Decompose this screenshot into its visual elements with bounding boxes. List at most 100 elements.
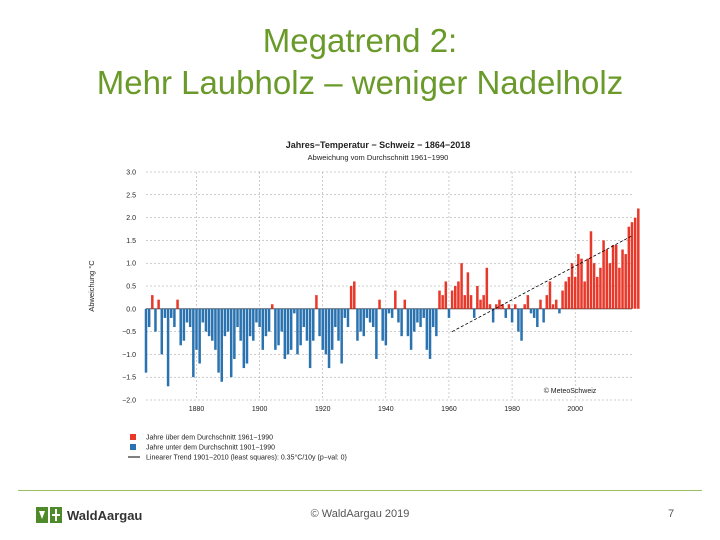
y-tick-label: −1.0: [122, 352, 136, 359]
x-tick-label: 1900: [252, 406, 268, 413]
y-tick-label: −1.5: [122, 375, 136, 382]
x-tick-label: 1980: [504, 406, 520, 413]
bar-1957: [438, 290, 441, 309]
bar-1864: [144, 308, 148, 373]
bar-1927: [343, 308, 347, 318]
bar-2001: [577, 254, 580, 309]
bar-1878: [188, 308, 192, 328]
bar-1998: [567, 276, 571, 309]
x-tick-label: 1960: [441, 406, 457, 413]
bar-1989: [539, 299, 542, 309]
bar-1984: [523, 304, 526, 309]
bar-1872: [169, 308, 173, 318]
bar-2020: [637, 208, 640, 309]
bar-2000: [573, 276, 577, 309]
logo-icon: [36, 507, 62, 523]
y-tick-label: −2.0: [122, 398, 136, 405]
bar-1985: [526, 295, 530, 309]
bar-1915: [305, 308, 309, 341]
slide-title: Megatrend 2: Mehr Laubholz – weniger Nad…: [0, 20, 720, 104]
bar-1990: [542, 308, 545, 323]
bar-1931: [356, 308, 359, 341]
bar-2010: [605, 249, 609, 309]
bar-2008: [599, 267, 602, 309]
bar-1988: [536, 308, 539, 328]
bar-1942: [390, 308, 394, 318]
bar-1965: [463, 295, 466, 309]
bar-1997: [564, 281, 567, 309]
bar-1901: [261, 308, 265, 350]
bar-1907: [280, 308, 283, 332]
bar-1987: [532, 308, 536, 318]
bar-1892: [233, 308, 236, 359]
bar-1897: [248, 308, 252, 337]
bar-2004: [586, 258, 590, 309]
bar-1885: [211, 308, 214, 341]
bar-1943: [394, 290, 397, 309]
bar-1949: [412, 308, 416, 332]
bar-2018: [630, 222, 634, 309]
bar-1865: [147, 308, 151, 328]
legend-swatch-below: [130, 444, 136, 450]
bar-2012: [611, 244, 615, 309]
bar-1888: [220, 308, 223, 382]
y-tick-label: 1.5: [126, 238, 136, 245]
bar-1939: [381, 308, 384, 341]
bar-2009: [602, 240, 605, 309]
y-tick-label: 0.5: [126, 284, 136, 291]
bar-1983: [520, 308, 523, 341]
y-tick-label: 2.5: [126, 192, 136, 199]
bar-1896: [245, 308, 249, 364]
bar-1954: [428, 308, 432, 359]
bar-1941: [387, 308, 391, 314]
bar-1945: [400, 308, 403, 337]
bar-1932: [359, 308, 362, 332]
bar-1961: [450, 290, 454, 309]
chart-credit: © MeteoSchweiz: [544, 387, 597, 395]
bar-1934: [365, 308, 369, 318]
bar-1970: [479, 299, 482, 309]
slide-title-line-2: Mehr Laubholz – weniger Nadelholz: [96, 64, 624, 101]
bar-1902: [264, 308, 268, 337]
bar-2016: [624, 254, 627, 309]
copyright-text: © WaldAargau 2019: [310, 508, 410, 520]
bar-1891: [229, 308, 233, 378]
y-tick-label: 3.0: [126, 170, 136, 177]
bar-1930: [353, 281, 356, 309]
bar-1917: [312, 308, 315, 341]
bar-1976: [498, 299, 501, 309]
bar-1909: [286, 308, 290, 355]
bar-1903: [267, 308, 271, 332]
bar-1971: [482, 295, 485, 309]
bar-1870: [163, 308, 167, 318]
legend-swatch-above: [130, 434, 136, 440]
bar-1871: [166, 308, 170, 387]
bar-1882: [201, 308, 205, 323]
bar-1944: [397, 308, 400, 323]
y-tick-label: 1.0: [126, 261, 136, 268]
x-tick-label: 1920: [315, 406, 331, 413]
bar-1977: [501, 304, 504, 309]
bar-1969: [476, 286, 479, 309]
bar-1962: [454, 286, 457, 309]
bar-1890: [226, 308, 230, 332]
bar-1975: [495, 304, 498, 309]
bar-2015: [621, 249, 624, 309]
y-tick-labels: 3.0 2.5 2.0 1.5 1.0 0.5 0.0 −0.5 −1.0 −1.5 −2.0: [122, 170, 136, 405]
bar-1935: [368, 308, 372, 323]
bar-1959: [444, 281, 448, 309]
bar-2017: [627, 226, 631, 309]
bar-1922: [327, 308, 331, 369]
bar-1875: [179, 308, 182, 346]
bar-1900: [258, 308, 261, 328]
bar-2003: [583, 281, 586, 309]
bars: [144, 208, 640, 387]
bar-1879: [192, 308, 195, 378]
y-tick-label: 0.0: [126, 306, 136, 313]
bar-1978: [504, 308, 508, 318]
bar-1905: [274, 308, 277, 350]
bar-1980: [510, 308, 514, 323]
bar-1893: [236, 308, 239, 328]
y-tick-label: 2.0: [126, 215, 136, 222]
bar-1974: [491, 308, 495, 323]
